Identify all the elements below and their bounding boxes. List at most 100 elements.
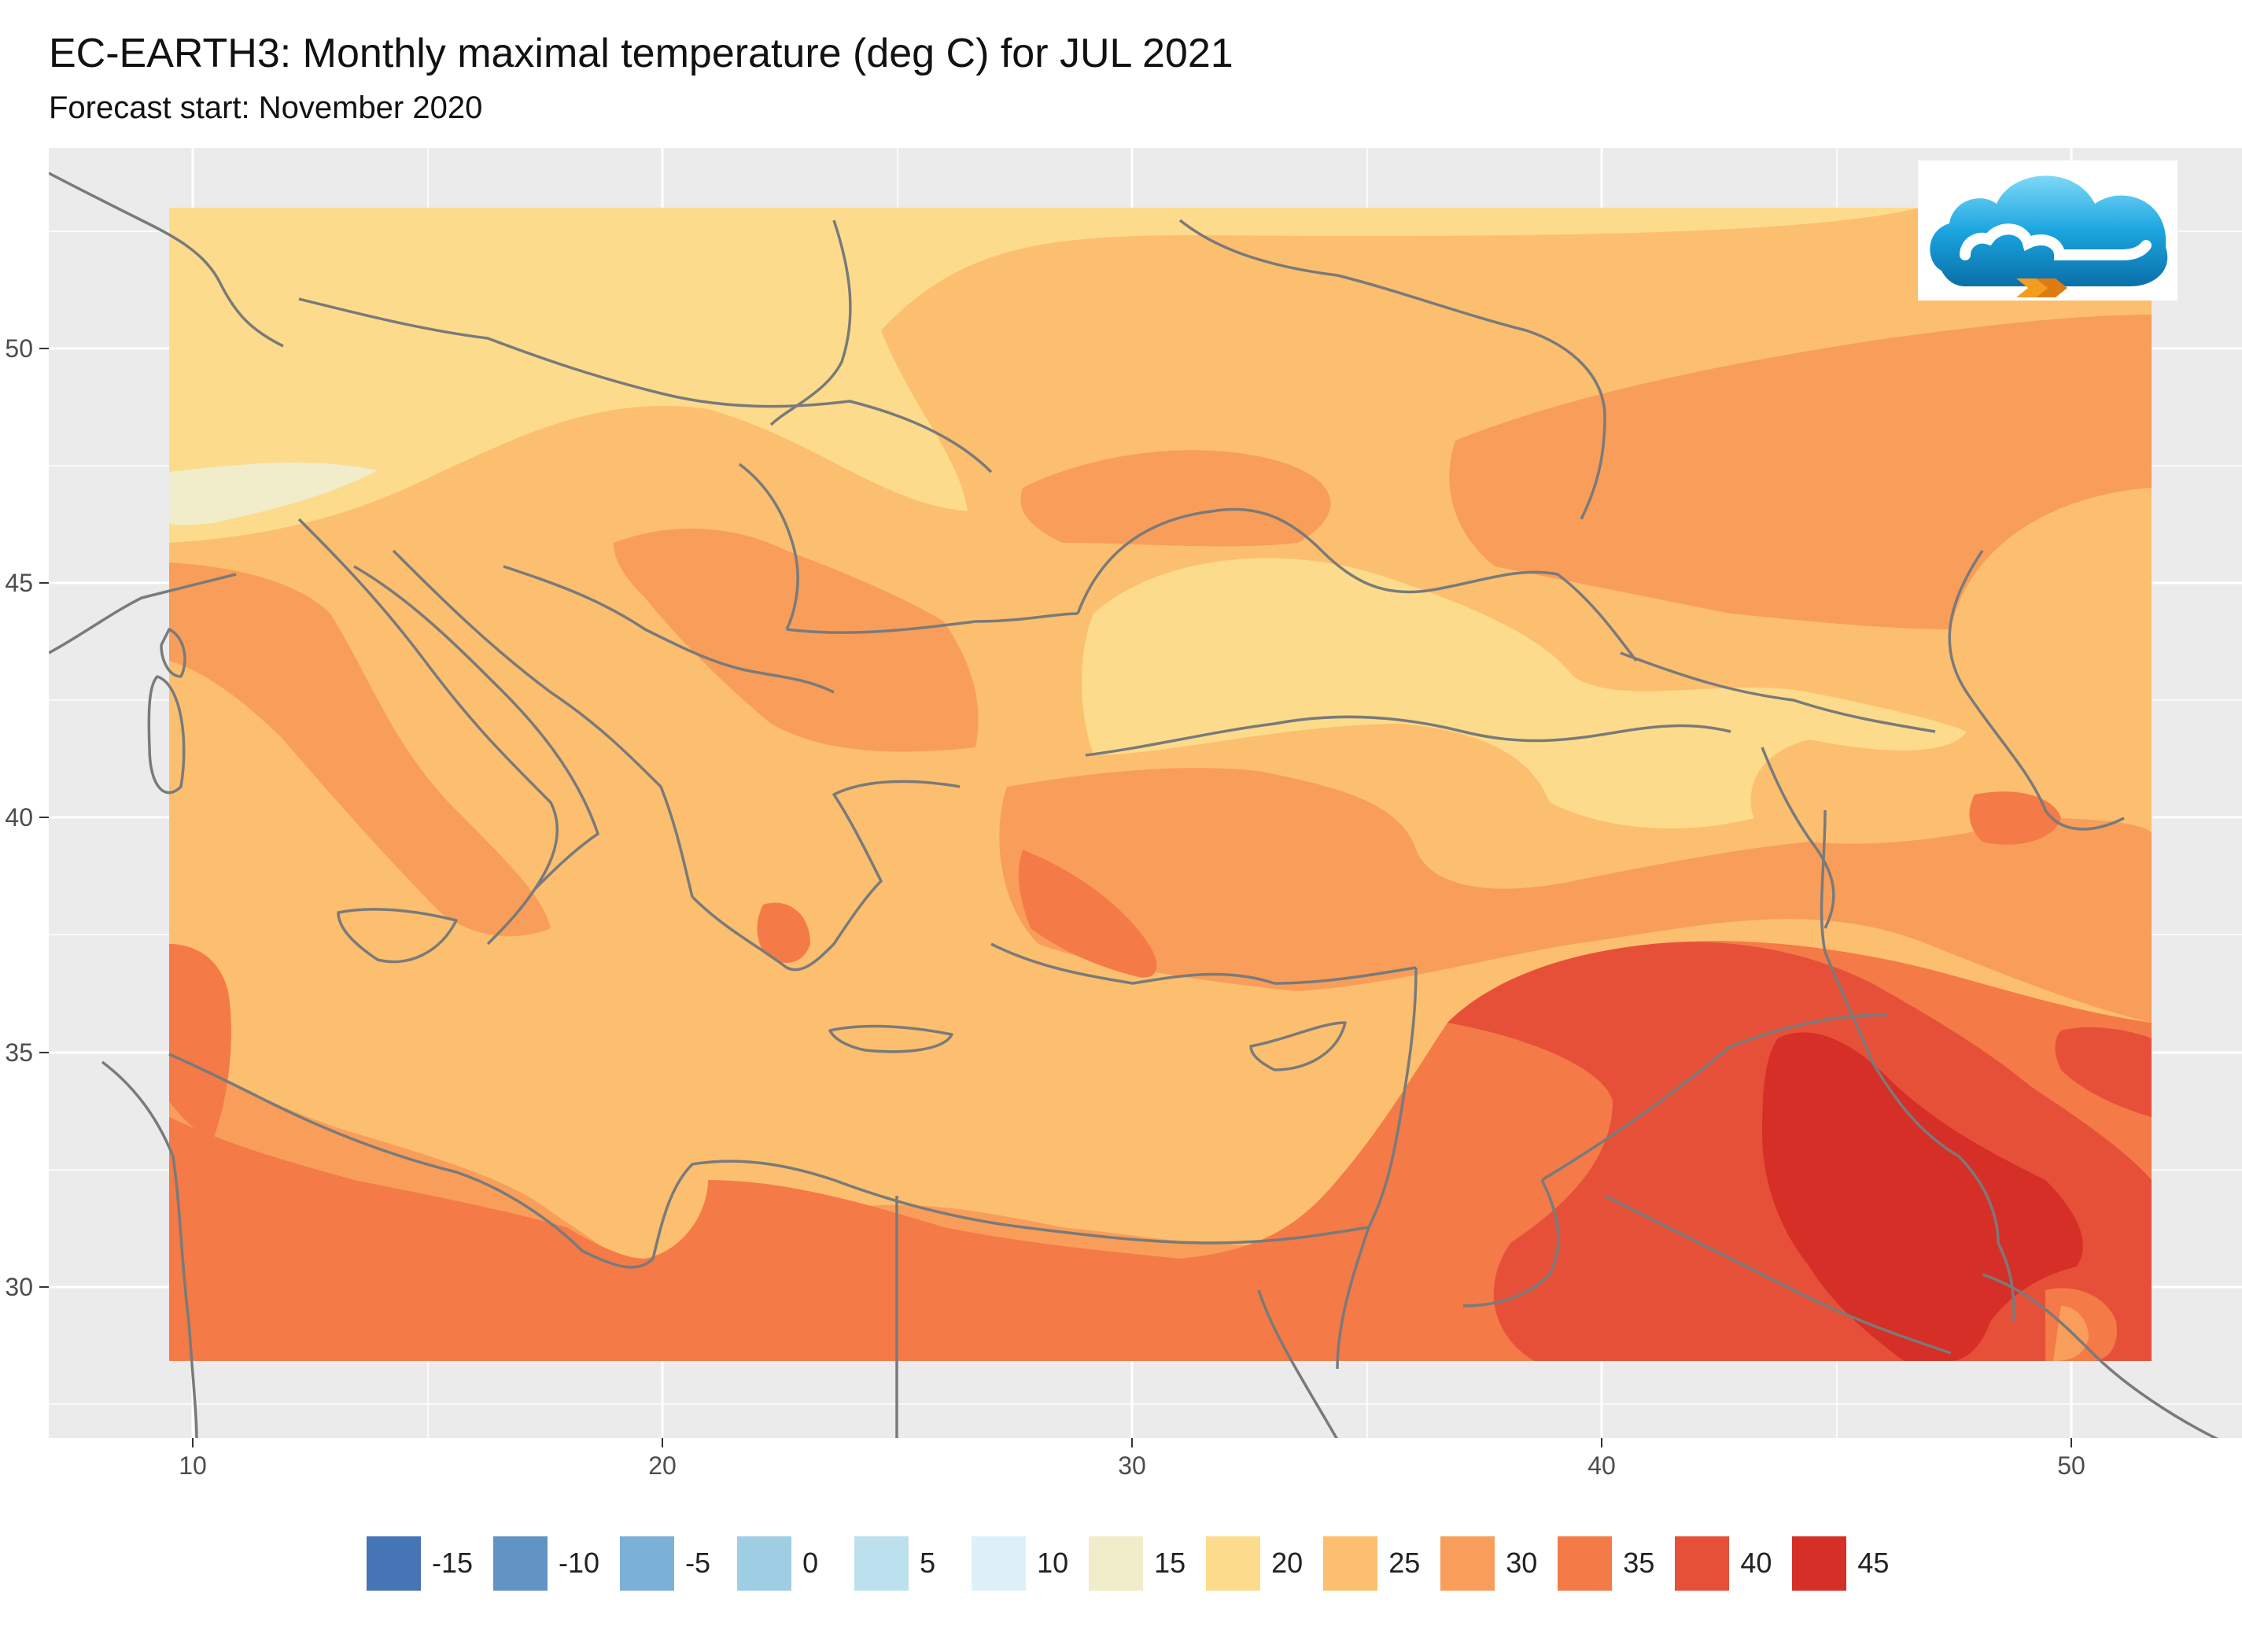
coast-blacksea-north <box>1076 507 1638 662</box>
legend-label: -5 <box>685 1547 711 1579</box>
legend-item: -10 <box>493 1536 599 1591</box>
coast-africa-north <box>168 1053 1370 1269</box>
legend-label: -10 <box>559 1547 600 1579</box>
coast-italy-west <box>297 518 559 890</box>
legend-item: 10 <box>972 1536 1068 1591</box>
legend-swatch <box>1089 1536 1144 1591</box>
legend-label: 10 <box>1037 1547 1069 1579</box>
contour-35-40-caucasus <box>1969 791 2061 845</box>
coast-red-sea <box>1257 1226 1370 1438</box>
legend-label: -15 <box>432 1547 474 1579</box>
border-hungary-romania <box>738 463 799 630</box>
contour-20-25-blacksea <box>1082 558 1967 829</box>
border-iraq-saudi <box>1604 1194 1952 1355</box>
contour-20-25-north <box>169 208 1919 543</box>
border-turkey-east <box>1761 747 1835 929</box>
y-tick-label: 45 <box>5 569 33 597</box>
coast-northwest <box>49 171 284 348</box>
contour-45-plus-core <box>1762 1032 2083 1361</box>
legend-label: 15 <box>1154 1547 1186 1579</box>
legend-swatch <box>1440 1536 1495 1591</box>
coast-cyprus <box>1249 1021 1347 1071</box>
legend-label: 5 <box>920 1547 936 1579</box>
cloud-logo-icon <box>1918 160 2177 301</box>
legend-item: 20 <box>1206 1536 1303 1591</box>
legend-swatch <box>854 1536 909 1591</box>
legend-swatch <box>620 1536 675 1591</box>
border-balkans <box>503 565 835 694</box>
coastlines-borders <box>49 171 2218 1438</box>
legend-label: 40 <box>1740 1547 1772 1579</box>
coast-italy-east <box>353 565 599 946</box>
legend-item: 15 <box>1089 1536 1186 1591</box>
y-tick-label: 50 <box>5 334 33 363</box>
border-central-europe <box>298 297 993 474</box>
contour-30-35-east <box>1449 315 2152 629</box>
legend-swatch <box>1206 1536 1261 1591</box>
border-caucasus <box>1620 651 1936 733</box>
coast-greece <box>691 780 961 972</box>
border-poland-ukraine <box>769 219 852 426</box>
legend-label: 35 <box>1623 1547 1655 1579</box>
axis-ticks <box>39 348 2072 1447</box>
coast-france-south <box>49 573 237 655</box>
legend-item: 25 <box>1323 1536 1420 1591</box>
legend-label: 25 <box>1388 1547 1421 1579</box>
border-jordan-saudi <box>1462 1179 1560 1307</box>
chart-subtitle: Forecast start: November 2020 <box>49 90 483 125</box>
x-tick-label: 40 <box>1587 1451 1616 1480</box>
legend-item: -15 <box>367 1536 473 1591</box>
contour-30-35-italy <box>169 562 551 937</box>
coast-levant <box>1367 967 1418 1228</box>
border-west-africa <box>101 1060 198 1438</box>
coast-turkey-north <box>1085 715 1731 757</box>
legend-label: 20 <box>1271 1547 1304 1579</box>
contour-35-40-greece <box>757 902 810 963</box>
x-tick-label: 30 <box>1118 1451 1146 1480</box>
legend-swatch <box>1323 1536 1378 1591</box>
legend-swatch <box>737 1536 792 1591</box>
legend-swatch <box>972 1536 1027 1591</box>
legend-item: 30 <box>1440 1536 1537 1591</box>
legend-swatch <box>1675 1536 1730 1591</box>
legend-swatch <box>367 1536 421 1591</box>
y-axis-labels: 50 45 40 35 30 <box>5 334 33 1301</box>
legend-item: 35 <box>1558 1536 1654 1591</box>
legend-label: 45 <box>1857 1547 1890 1579</box>
x-tick-label: 20 <box>648 1451 677 1480</box>
border-syria-iraq <box>1541 1013 1889 1182</box>
legend-swatch <box>493 1536 548 1591</box>
legend-item: -5 <box>620 1536 717 1591</box>
border-iraq-iran <box>1820 809 2015 1322</box>
legend-item: 45 <box>1792 1536 1889 1591</box>
legend-label: 0 <box>802 1547 819 1579</box>
y-tick-label: 30 <box>5 1273 33 1301</box>
contour-30-35-romania <box>1020 450 1331 547</box>
y-tick-label: 40 <box>5 803 33 832</box>
coast-turkey-south <box>990 942 1417 985</box>
coast-caspian-west <box>1948 550 2125 831</box>
coast-sardinia <box>147 675 186 795</box>
coast-persian-gulf <box>1982 1273 2218 1438</box>
border-ukraine-russia <box>1178 219 1606 520</box>
legend-label: 30 <box>1506 1547 1538 1579</box>
contour-30-35-balkans <box>614 528 979 752</box>
x-axis-labels: 10 20 30 40 50 <box>179 1451 2085 1480</box>
legend-item: 5 <box>854 1536 951 1591</box>
border-romania-bulgaria <box>786 612 1079 634</box>
coast-corsica <box>160 628 186 678</box>
legend-swatch <box>1792 1536 1847 1591</box>
legend-item: 40 <box>1675 1536 1772 1591</box>
contour-40-45-gulf <box>2055 1027 2152 1117</box>
coast-sicily <box>337 908 458 964</box>
coast-crete <box>828 1024 953 1053</box>
temperature-field <box>169 208 2152 1361</box>
x-tick-label: 10 <box>179 1451 207 1480</box>
legend-swatch <box>1558 1536 1613 1591</box>
chart-title: EC-EARTH3: Monthly maximal temperature (… <box>49 31 1233 76</box>
coast-adriatic-east <box>392 549 694 898</box>
contour-30-35-anatolia <box>999 768 2152 1023</box>
contour-35-40-turkey <box>1018 850 1157 978</box>
contour-35-40-westafrica <box>169 944 231 1141</box>
